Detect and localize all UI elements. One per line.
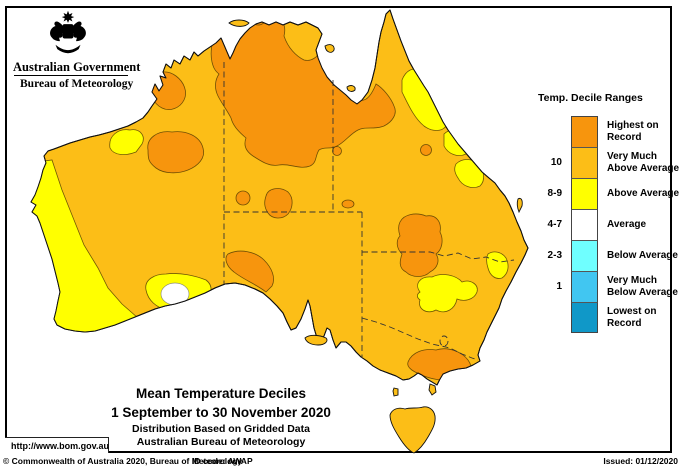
- legend-title: Temp. Decile Ranges: [538, 92, 643, 104]
- island-mornington: [346, 85, 356, 92]
- state-borders: [223, 62, 515, 361]
- islands: [228, 19, 523, 454]
- map-title: Mean Temperature Deciles: [135, 386, 307, 401]
- legend-label: Below Average: [607, 249, 678, 261]
- region-sa-coast-highest: [225, 250, 274, 293]
- emu-icon: [71, 21, 86, 42]
- island-groote: [324, 44, 335, 53]
- shield-icon: [62, 24, 74, 39]
- footer-bar: © Commonwealth of Australia 2020, Bureau…: [0, 455, 680, 467]
- island-fraser: [516, 197, 523, 214]
- legend-label: Very Much Above Average: [607, 150, 680, 174]
- legend-range: 10: [550, 157, 562, 168]
- region-wa-nt-border-highest: [235, 190, 251, 206]
- bureau-of-meteorology-label: Bureau of Meteorology: [20, 78, 134, 90]
- map-subtitle-1: Distribution Based on Gridded Data: [132, 423, 310, 435]
- legend-swatch-average: [571, 209, 598, 240]
- legend-label: Highest on Record: [607, 119, 659, 143]
- map-title-block: Mean Temperature Deciles 1 September to …: [0, 386, 442, 448]
- kangaroo-icon: [50, 21, 65, 42]
- legend-label: Very Much Below Average: [607, 274, 678, 298]
- map-period: 1 September to 30 November 2020: [111, 405, 331, 420]
- island-king: [392, 387, 399, 397]
- border-qld-nsw: [362, 251, 515, 263]
- legend-swatch-very-much-below: [571, 271, 598, 302]
- legend-scale: Highest on Record 10 Very Much Above Ave…: [536, 116, 680, 333]
- copyright-text: © Commonwealth of Australia 2020, Bureau…: [3, 456, 243, 466]
- legend-range: 1: [556, 281, 562, 292]
- region-sa-corner-highest: [341, 199, 355, 209]
- legend-swatch-lowest: [571, 302, 598, 333]
- legend-swatch-highest: [571, 116, 598, 147]
- australian-government-label: Australian Government: [13, 60, 141, 74]
- id-code: ID code: AWAP: [192, 456, 253, 466]
- region-central-nsw-above-average: [416, 274, 478, 313]
- header-divider: [14, 75, 128, 76]
- island-flinders: [428, 383, 437, 396]
- legend-label: Above Average: [607, 187, 680, 199]
- map-subtitle-2: Australian Bureau of Meteorology: [136, 436, 306, 448]
- region-top-end-highest: [210, 15, 396, 168]
- legend-swatch-above: [571, 178, 598, 209]
- island-melville: [228, 19, 250, 27]
- legend-range: 4-7: [547, 219, 562, 230]
- region-qld-dot-highest-1: [332, 146, 342, 156]
- commonwealth-star-icon: [61, 10, 75, 23]
- region-broome-above-average: [109, 129, 144, 156]
- legend-range: [536, 116, 571, 147]
- island-kangaroo: [304, 334, 328, 346]
- island-tasmania: [389, 406, 436, 454]
- legend-label: Lowest on Record: [607, 305, 657, 329]
- issued-date: Issued: 01/12/2020: [603, 456, 678, 466]
- legend-range: [536, 302, 571, 333]
- legend-label: Average: [607, 218, 647, 230]
- region-nw-interior-wa-highest: [147, 131, 205, 174]
- legend: Temp. Decile Ranges Highest on Record 10…: [536, 92, 679, 333]
- map-border-frame: [5, 6, 672, 453]
- region-southern-wa-average: [160, 282, 190, 306]
- border-act: [439, 335, 449, 347]
- bom-url: http://www.bom.gov.au: [5, 437, 109, 453]
- legend-range: 2-3: [547, 250, 562, 261]
- region-nw-sa-highest: [264, 188, 293, 219]
- coat-of-arms-icon: [50, 10, 86, 54]
- coastline: [30, 9, 529, 386]
- legend-swatch-below: [571, 240, 598, 271]
- region-nsw-coast-above-average: [486, 251, 509, 279]
- legend-swatch-very-much-above: [571, 147, 598, 178]
- region-qld-dot-highest-2: [420, 144, 432, 156]
- region-central-qld-highest: [396, 213, 443, 277]
- legend-range: 8-9: [547, 188, 562, 199]
- scroll-banner-icon: [55, 44, 81, 54]
- border-nsw-vic: [361, 317, 479, 361]
